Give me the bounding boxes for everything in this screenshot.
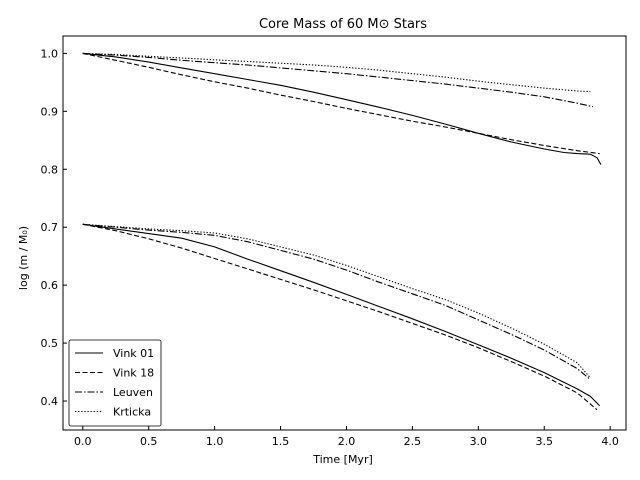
series-line-vink-01-lower (82, 223, 600, 407)
y-tick-label: 0.8 (41, 163, 59, 176)
plot-area (62, 35, 627, 431)
series-line-vink-18-lower (82, 223, 598, 411)
y-tick-label: 0.7 (41, 221, 59, 234)
legend: Vink 01 Vink 18 Leuven Krticka (68, 339, 162, 427)
x-tick-label: 3.5 (536, 435, 554, 448)
series-line-krticka-upper (82, 52, 591, 93)
x-tick-label: 2.5 (404, 435, 422, 448)
series-line-leuven-lower (82, 223, 591, 381)
legend-label: Vink 18 (113, 367, 154, 380)
legend-label: Leuven (113, 386, 153, 399)
x-tick-label: 1.0 (206, 435, 224, 448)
y-tick-label: 0.6 (41, 279, 59, 292)
series-lines (82, 52, 602, 411)
y-tick-label: 0.4 (41, 395, 59, 408)
series-line-vink-01-upper (82, 52, 602, 165)
x-axis-ticks: 0.0 0.5 1.0 1.5 2.0 2.5 3.0 3.5 4.0 (74, 426, 619, 448)
y-axis-ticks: 0.4 0.5 0.6 0.7 0.8 0.9 1.0 (41, 47, 67, 408)
legend-label: Krticka (113, 406, 151, 419)
x-axis-label: Time [Myr] (312, 453, 373, 466)
y-tick-label: 0.9 (41, 105, 59, 118)
series-line-krticka-lower (82, 223, 591, 379)
x-tick-label: 1.5 (272, 435, 290, 448)
x-tick-label: 2.0 (338, 435, 356, 448)
x-tick-label: 4.0 (601, 435, 619, 448)
legend-label: Vink 01 (113, 347, 154, 360)
x-tick-label: 0.0 (74, 435, 92, 448)
series-line-vink-18-upper (82, 52, 600, 155)
x-tick-label: 0.5 (140, 435, 158, 448)
y-tick-label: 0.5 (41, 337, 59, 350)
y-tick-label: 1.0 (41, 47, 59, 60)
series-line-leuven-upper (82, 52, 594, 108)
chart-title: Core Mass of 60 M⊙ Stars (259, 17, 427, 32)
legend-box (68, 339, 162, 427)
y-axis-label: log (m / M₀) (17, 226, 30, 290)
x-tick-label: 3.0 (470, 435, 488, 448)
